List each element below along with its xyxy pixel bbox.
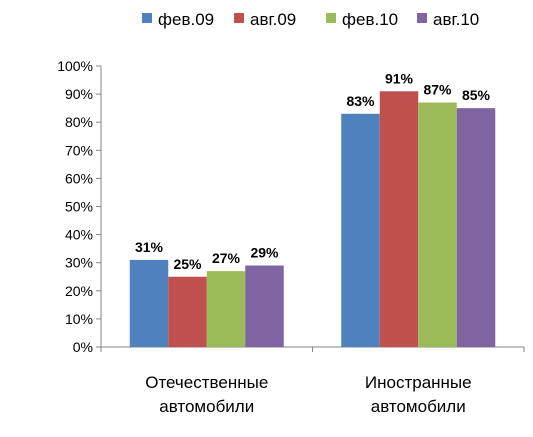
bar xyxy=(456,108,496,348)
bar xyxy=(168,276,207,347)
y-tick-label: 30% xyxy=(65,255,93,271)
bar xyxy=(245,265,284,347)
legend-swatch xyxy=(417,13,427,23)
legend-swatch xyxy=(142,13,152,23)
bar xyxy=(418,102,457,347)
y-tick-label: 40% xyxy=(65,227,93,243)
legend-label: фев.09 xyxy=(158,10,214,29)
legend: фев.09 авг.09 фев.10 авг.10 xyxy=(142,10,479,29)
y-tick-label: 90% xyxy=(65,86,93,102)
category-label: автомобили xyxy=(159,397,254,416)
data-label: 25% xyxy=(173,256,202,272)
bar xyxy=(341,113,380,348)
legend-label: фев.10 xyxy=(342,10,398,29)
y-tick-label: 70% xyxy=(65,142,93,158)
category-label: Отечественные xyxy=(145,373,268,392)
y-tick-label: 80% xyxy=(65,114,93,130)
bar xyxy=(379,91,419,347)
legend-label: авг.10 xyxy=(433,10,479,29)
y-axis: 0% 10% 20% 30% 40% 50% 60% 70% 80% 90% 100% xyxy=(57,58,102,355)
category-label: автомобили xyxy=(371,397,466,416)
legend-label: авг.09 xyxy=(250,10,296,29)
y-tick-label: 10% xyxy=(65,311,93,327)
x-axis: Отечественные автомобили Иностранные автомо… xyxy=(100,346,525,416)
y-tick-label: 0% xyxy=(73,339,93,355)
data-label: 29% xyxy=(250,245,279,261)
data-label: 91% xyxy=(385,70,414,86)
category-label: Иностранные xyxy=(365,373,472,392)
data-label: 83% xyxy=(346,93,375,109)
legend-swatch xyxy=(326,13,336,23)
bar xyxy=(129,259,169,347)
y-tick-label: 20% xyxy=(65,283,93,299)
data-labels: 31% 25% 27% 29% 83% 91% 87% 85% xyxy=(135,70,491,271)
y-tick-label: 50% xyxy=(65,199,93,215)
y-tick-label: 60% xyxy=(65,170,93,186)
bar xyxy=(206,271,246,347)
data-label: 85% xyxy=(462,87,491,103)
data-label: 31% xyxy=(135,239,164,255)
data-label: 27% xyxy=(212,250,241,266)
legend-swatch xyxy=(234,13,244,23)
y-tick-label: 100% xyxy=(57,58,93,74)
data-label: 87% xyxy=(423,82,452,98)
bars xyxy=(129,91,496,348)
